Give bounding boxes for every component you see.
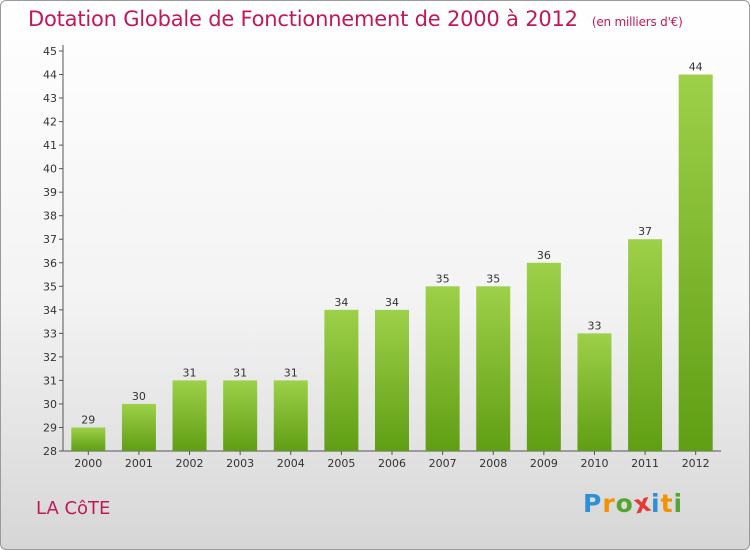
bar xyxy=(223,380,258,451)
y-tick-label: 43 xyxy=(43,92,57,105)
chart-title: Dotation Globale de Fonctionnement de 20… xyxy=(28,7,683,31)
bar-value-label: 34 xyxy=(385,296,399,309)
bar xyxy=(273,380,308,451)
x-tick-label: 2012 xyxy=(682,457,710,470)
bar-value-label: 33 xyxy=(587,319,601,332)
y-tick-label: 28 xyxy=(43,445,57,458)
x-tick-label: 2001 xyxy=(125,457,153,470)
bar-value-label: 31 xyxy=(183,366,197,379)
logo-letter: P xyxy=(583,489,603,518)
bar-value-label: 31 xyxy=(284,366,298,379)
proxiti-logo: Proxiti xyxy=(583,488,684,520)
y-tick-label: 31 xyxy=(43,374,57,387)
y-tick-label: 39 xyxy=(43,186,57,199)
x-tick-label: 2004 xyxy=(277,457,305,470)
y-tick-label: 30 xyxy=(43,398,57,411)
y-tick-label: 42 xyxy=(43,116,57,129)
y-tick-label: 44 xyxy=(43,69,57,82)
bar-value-label: 29 xyxy=(81,413,95,426)
bar xyxy=(577,333,612,451)
bar xyxy=(375,309,409,451)
bar-value-label: 30 xyxy=(132,390,146,403)
logo-letter: i xyxy=(651,489,661,518)
logo-letter: t xyxy=(660,489,674,518)
y-tick-label: 40 xyxy=(43,163,57,176)
bar xyxy=(526,262,561,451)
y-tick-label: 38 xyxy=(43,210,57,223)
y-tick-label: 33 xyxy=(43,327,57,340)
y-tick-label: 34 xyxy=(43,304,57,317)
bar-value-label: 37 xyxy=(638,225,652,238)
y-tick-label: 29 xyxy=(43,421,57,434)
x-tick-label: 2011 xyxy=(631,457,659,470)
y-tick-label: 32 xyxy=(43,351,57,364)
bar-value-label: 36 xyxy=(537,249,551,262)
x-tick-label: 2009 xyxy=(530,457,558,470)
x-tick-label: 2007 xyxy=(429,457,457,470)
bar xyxy=(628,239,663,451)
bar xyxy=(324,309,359,451)
y-tick-label: 45 xyxy=(43,45,57,58)
x-tick-label: 2005 xyxy=(327,457,355,470)
bar xyxy=(476,286,511,451)
chart-subtitle: (en milliers d'€) xyxy=(591,15,683,29)
bar-value-label: 34 xyxy=(334,296,348,309)
y-tick-label: 35 xyxy=(43,280,57,293)
bar-value-label: 35 xyxy=(436,272,450,285)
x-tick-label: 2006 xyxy=(378,457,406,470)
bar xyxy=(121,403,156,451)
y-tick-label: 41 xyxy=(43,139,57,152)
place-name: LA CôTE xyxy=(36,498,111,519)
x-tick-label: 2002 xyxy=(176,457,204,470)
bar xyxy=(71,427,106,451)
chart-title-text: Dotation Globale de Fonctionnement de 20… xyxy=(28,7,578,31)
logo-letter: i xyxy=(673,489,684,518)
bar xyxy=(172,380,207,451)
x-tick-label: 2003 xyxy=(226,457,254,470)
logo-letter: o xyxy=(615,489,634,518)
y-tick-label: 36 xyxy=(43,257,57,270)
x-tick-label: 2008 xyxy=(479,457,507,470)
x-tick-label: 2000 xyxy=(74,457,102,470)
bar xyxy=(425,286,460,451)
bar xyxy=(678,74,713,451)
bar-value-label: 31 xyxy=(233,366,247,379)
bar-value-label: 44 xyxy=(689,61,703,74)
logo-letter: r xyxy=(602,489,616,518)
bar-value-label: 35 xyxy=(486,272,500,285)
x-tick-label: 2010 xyxy=(580,457,608,470)
y-tick-label: 37 xyxy=(43,233,57,246)
